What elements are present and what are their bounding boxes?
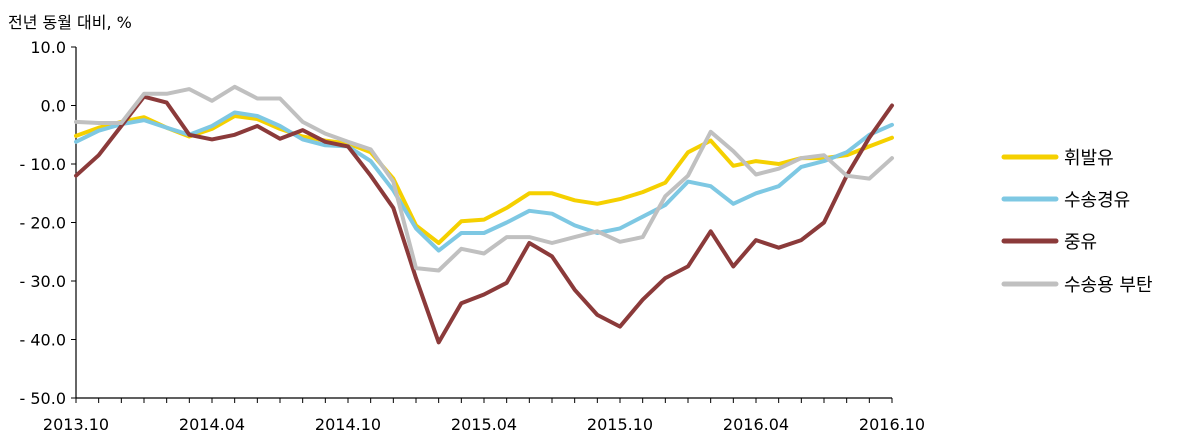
axes: 10.0 0.0 - 10.0 - 20.0 - 30.0 - 40.0 - 50.0 201…: [20, 38, 926, 434]
y-tick-label: - 40.0: [20, 331, 66, 350]
y-tick-label: - 20.0: [20, 214, 66, 233]
y-tick-label: - 30.0: [20, 272, 66, 291]
x-tick-label: 2015.10: [587, 415, 653, 434]
series-line: [74, 84, 894, 273]
x-tick-label: 2016.10: [859, 415, 925, 434]
x-tick-label: 2016.04: [723, 415, 789, 434]
y-tick-label: - 10.0: [20, 155, 66, 174]
legend-label: 수송용 부탄: [1064, 275, 1153, 296]
y-axis-title: 전년 동월 대비, %: [8, 13, 132, 32]
series-layer: [74, 84, 894, 345]
series-line: [74, 94, 894, 345]
series-line: [74, 110, 894, 253]
series-line: [74, 114, 894, 245]
y-tick-label: 0.0: [41, 97, 66, 116]
y-tick-label: 10.0: [30, 38, 66, 57]
y-tick-label: - 50.0: [20, 389, 66, 408]
x-tick-label: 2014.04: [179, 415, 245, 434]
x-tick-label: 2013.10: [43, 415, 109, 434]
legend-label: 중유: [1064, 232, 1097, 253]
x-tick-label: 2015.04: [451, 415, 517, 434]
legend-label: 수송경유: [1064, 190, 1130, 211]
x-tick-label: 2014.10: [315, 415, 381, 434]
legend-label: 휘발유: [1064, 148, 1114, 169]
